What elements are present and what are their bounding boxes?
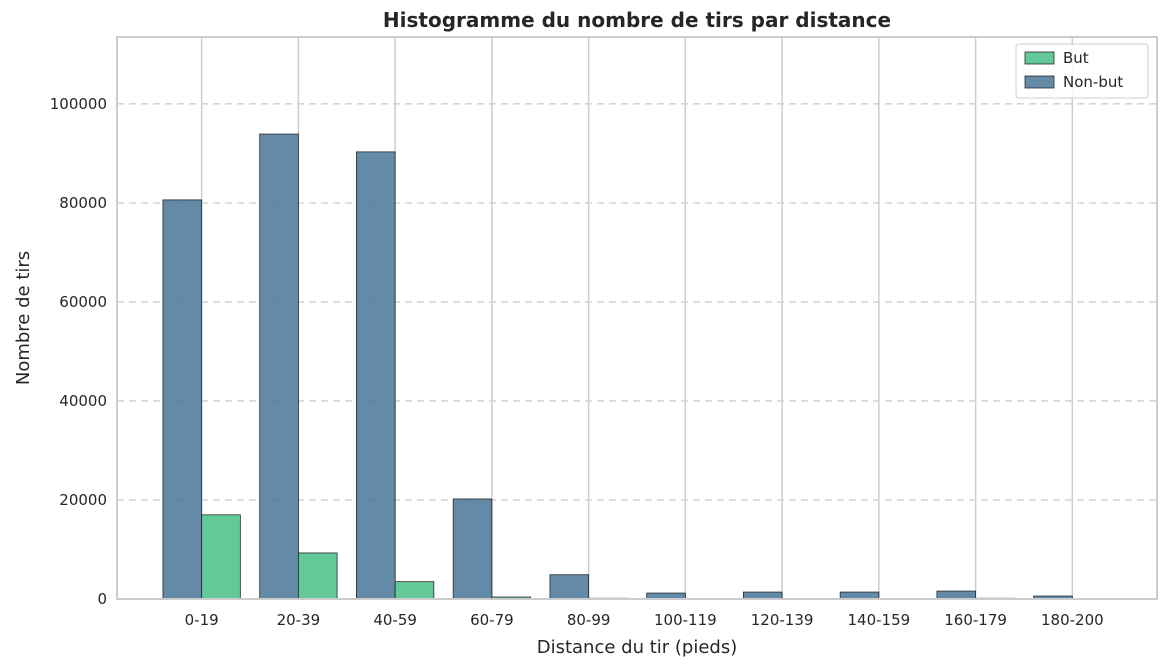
x-tick-label: 180-200	[1041, 611, 1104, 629]
bar-non-but-0-19	[162, 199, 203, 600]
chart-title: Histogramme du nombre de tirs par distan…	[383, 8, 891, 32]
legend-swatch-non-but	[1024, 75, 1055, 89]
legend-swatch-but	[1024, 51, 1055, 65]
x-tick-label: 100-119	[654, 611, 717, 629]
y-tick-label: 80000	[59, 194, 107, 212]
legend: But Non-but	[1015, 43, 1149, 99]
y-tick-label: 20000	[59, 491, 107, 509]
bar-but-0-19	[201, 514, 241, 600]
legend-label-non-but: Non-but	[1063, 73, 1123, 91]
bar-non-but-40-59	[356, 151, 396, 600]
y-tick-label: 100000	[50, 95, 107, 113]
bar-non-but-60-79	[452, 498, 493, 600]
bars	[162, 133, 1112, 600]
plot-frame	[116, 36, 1158, 600]
x-tick-label: 40-59	[373, 611, 417, 629]
bar-but-20-39	[297, 552, 338, 600]
y-tick-label: 40000	[59, 392, 107, 410]
x-tick-label: 120-139	[751, 611, 814, 629]
bar-non-but-20-39	[259, 133, 299, 600]
x-tick-label: 20-39	[277, 611, 321, 629]
x-axis-label: Distance du tir (pieds)	[537, 637, 738, 658]
legend-label-but: But	[1063, 49, 1089, 67]
x-tick-labels: 0-19 20-39 40-59 60-79 80-99 100-119 120-139 14…	[185, 611, 1104, 629]
bar-non-but-160-179	[936, 590, 977, 600]
y-axis-label: Nombre de tirs	[13, 251, 34, 385]
bar-non-but-140-159	[839, 591, 880, 600]
y-tick-label: 0	[97, 590, 107, 608]
y-tick-labels: 0 20000 40000 60000 80000 100000	[50, 95, 107, 608]
bar-but-40-59	[394, 581, 435, 600]
bar-non-but-80-99	[549, 574, 590, 600]
x-tick-label: 0-19	[185, 611, 219, 629]
x-tick-label: 160-179	[944, 611, 1007, 629]
x-tick-label: 60-79	[470, 611, 514, 629]
x-tick-label: 80-99	[567, 611, 611, 629]
bar-non-but-120-139	[743, 591, 783, 600]
x-tick-label: 140-159	[848, 611, 911, 629]
y-tick-label: 60000	[59, 293, 107, 311]
